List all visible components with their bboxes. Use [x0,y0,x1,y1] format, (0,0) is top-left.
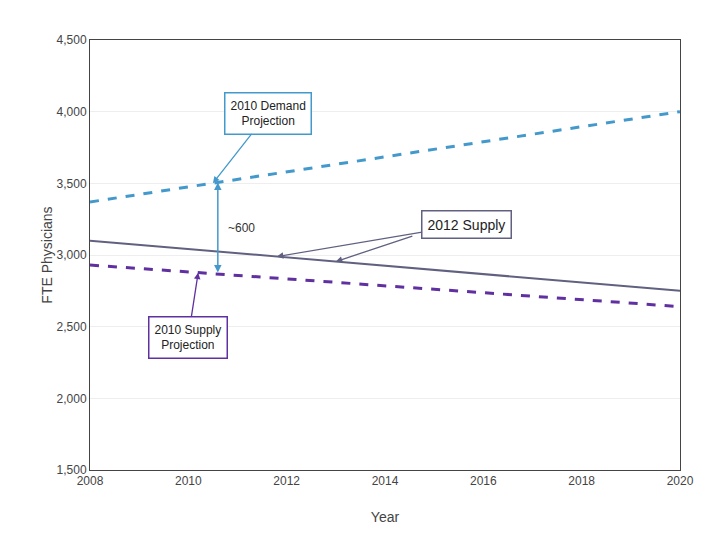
svg-text:2020: 2020 [667,474,694,488]
svg-text:~600: ~600 [228,221,255,235]
svg-text:2008: 2008 [77,474,104,488]
svg-text:2010 SupplyProjection: 2010 SupplyProjection [155,323,222,353]
svg-text:4,000: 4,000 [57,105,87,119]
svg-text:2010: 2010 [175,474,202,488]
svg-text:3,500: 3,500 [57,177,87,191]
svg-text:2016: 2016 [470,474,497,488]
svg-text:2018: 2018 [568,474,595,488]
svg-text:2,500: 2,500 [57,320,87,334]
svg-text:2,000: 2,000 [57,392,87,406]
svg-text:Year: Year [371,509,400,525]
svg-text:4,500: 4,500 [57,33,87,47]
svg-text:2010 DemandProjection: 2010 DemandProjection [231,99,306,129]
svg-text:FTE Physicians: FTE Physicians [39,206,55,303]
svg-text:2014: 2014 [372,474,399,488]
svg-text:2012 Supply: 2012 Supply [428,217,506,233]
svg-text:2012: 2012 [273,474,300,488]
svg-text:3,000: 3,000 [57,248,87,262]
svg-text:1,500: 1,500 [57,463,87,477]
